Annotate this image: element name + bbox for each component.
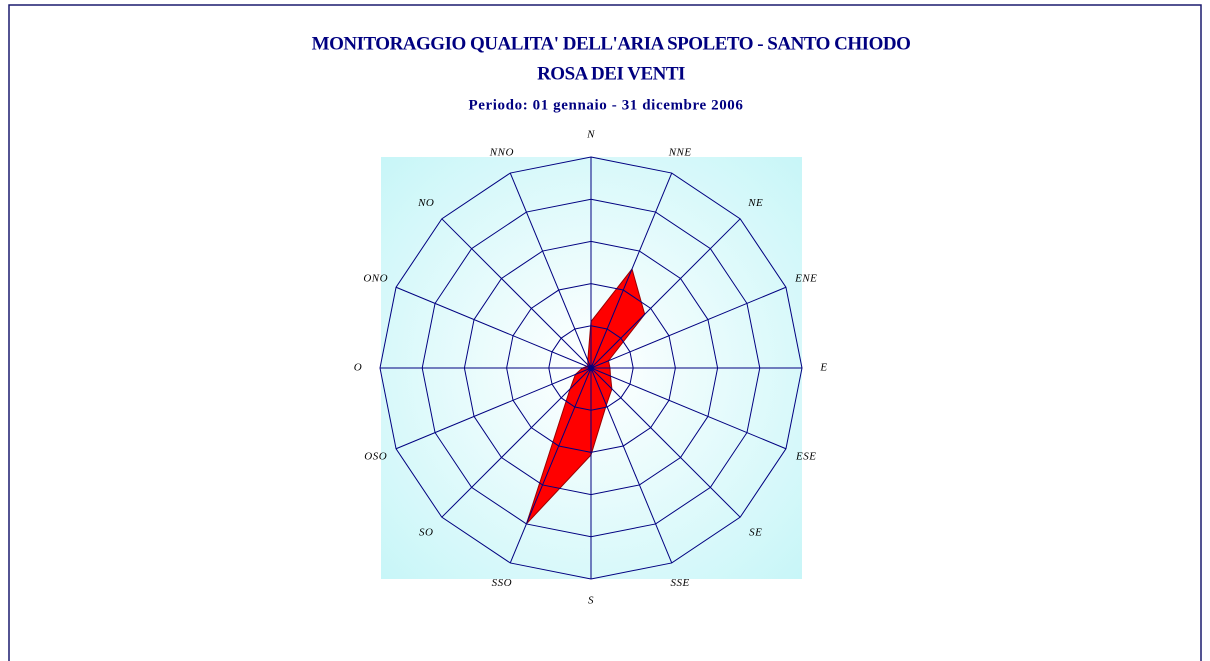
axis-label: O bbox=[354, 362, 362, 374]
grid-spoke bbox=[590, 286, 787, 369]
grid-spoke bbox=[395, 286, 592, 369]
axis-label: ENE bbox=[794, 272, 817, 284]
axis-label: SE bbox=[749, 526, 762, 538]
grid-spoke bbox=[395, 367, 592, 450]
grid-spoke bbox=[590, 367, 673, 564]
grid-spoke bbox=[509, 172, 592, 369]
axis-label: NNO bbox=[489, 146, 514, 158]
axis-label: E bbox=[819, 362, 827, 374]
grid-spoke bbox=[509, 367, 592, 564]
axis-label: SO bbox=[419, 526, 433, 538]
plot: N NNE NE ENE E ESE SE SSE S SSO SO OSO O ONO NO NNO bbox=[354, 129, 827, 607]
axis-label: ONO bbox=[363, 272, 388, 284]
chart-subtitle: ROSA DEI VENTI bbox=[537, 63, 685, 84]
axis-label: N bbox=[586, 129, 595, 141]
grid-spoke bbox=[590, 218, 741, 369]
frame bbox=[8, 4, 1202, 661]
axis-label: NNE bbox=[668, 146, 692, 158]
grid-spoke bbox=[590, 172, 673, 369]
center-dot bbox=[588, 365, 594, 371]
axis-label: SSO bbox=[492, 577, 512, 589]
grid-spoke bbox=[590, 367, 741, 518]
grid-spoke bbox=[441, 218, 592, 369]
axis-label: NE bbox=[747, 197, 763, 209]
axis-label: NO bbox=[417, 197, 434, 209]
axis-label: ESE bbox=[795, 451, 816, 463]
axis-label: OSO bbox=[364, 451, 387, 463]
grid-spoke bbox=[441, 367, 592, 518]
chart-period: Periodo: 01 gennaio - 31 dicembre 2006 bbox=[469, 97, 744, 113]
axis-label: S bbox=[588, 595, 594, 607]
axis-label: SSE bbox=[671, 577, 690, 589]
chart-title: MONITORAGGIO QUALITA' DELL'ARIA SPOLETO … bbox=[312, 33, 911, 54]
grid-spoke bbox=[590, 367, 787, 450]
